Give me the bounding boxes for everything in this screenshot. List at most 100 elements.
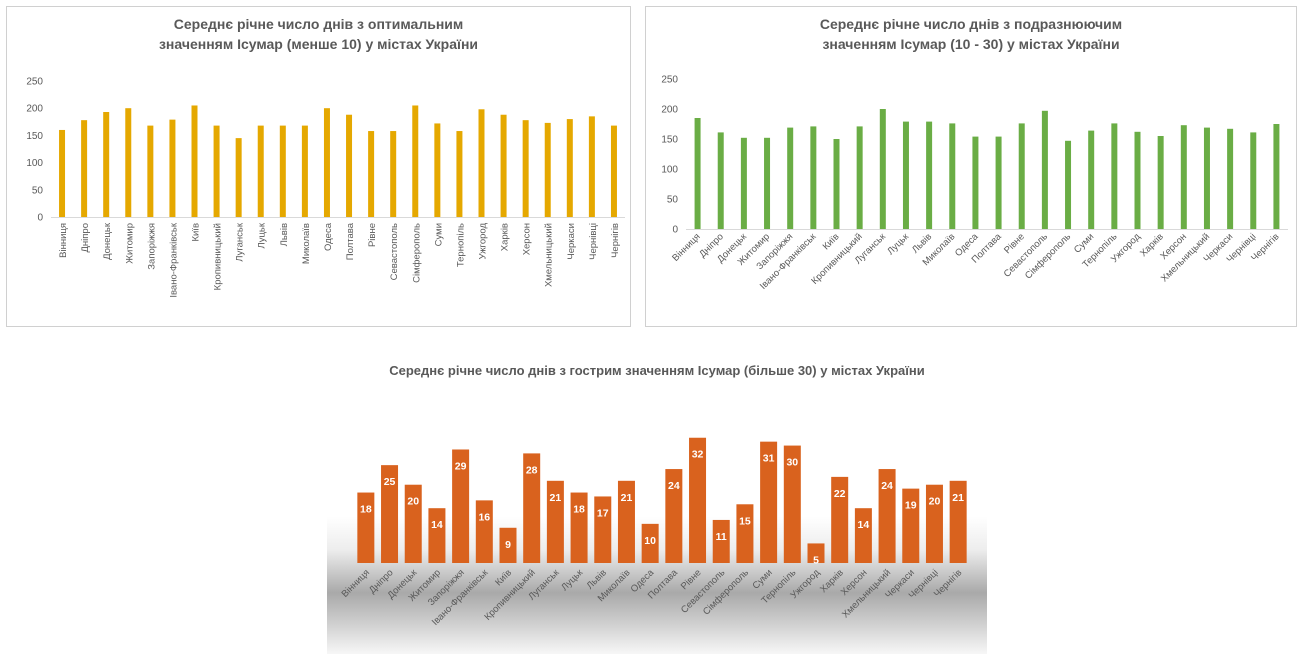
- bar-Миколаїв: [949, 123, 956, 229]
- bar-Луцьк: [257, 125, 264, 217]
- y-tick-label: 250: [661, 75, 678, 86]
- data-label: 18: [360, 504, 372, 516]
- x-category-label: Житомир: [124, 223, 135, 264]
- data-label: 29: [455, 460, 467, 472]
- bar-Донецьк: [740, 137, 747, 229]
- bar-Кропивницький: [523, 453, 541, 563]
- x-category-label: Луцьк: [885, 231, 912, 258]
- bar-Чернігів: [1273, 124, 1280, 229]
- bar-Запоріжжя: [452, 449, 470, 563]
- bar-Хмельницький: [878, 469, 896, 563]
- chart-irritating-plot: 050100150200250ВінницяДніпроДонецькЖитом…: [661, 75, 1288, 292]
- chart-acute: Середнє річне число днів з гострим значе…: [327, 348, 987, 654]
- bar-Київ: [833, 139, 840, 229]
- x-category-label: Черкаси: [566, 223, 577, 260]
- y-tick-label: 0: [37, 213, 43, 224]
- y-tick-label: 150: [661, 135, 678, 146]
- y-tick-label: 50: [667, 195, 679, 206]
- bar-Суми: [760, 441, 778, 563]
- bar-Полтава: [665, 469, 683, 563]
- bar-Івано-Франківськ: [475, 500, 493, 563]
- x-category-label: Луцьк: [559, 567, 586, 594]
- bar-Суми: [434, 123, 441, 217]
- bar-Вінниця: [694, 118, 701, 229]
- bar-Одеса: [323, 108, 330, 217]
- y-tick-label: 150: [26, 131, 43, 142]
- x-category-label: Полтава: [345, 222, 356, 260]
- y-tick-label: 200: [661, 105, 678, 116]
- chart-title: Середнє річне число днів з гострим значе…: [389, 363, 925, 378]
- bar-Хмельницький: [544, 122, 551, 217]
- x-category-label: Луцьк: [257, 222, 268, 248]
- bar-Чернівці: [925, 484, 943, 563]
- bar-Харків: [831, 476, 849, 563]
- chart-acute-plot: 18 25 20 14 29 16 9 28 21 18 17 21 10 24 32 11 15 31 30 5 22…: [340, 437, 967, 628]
- chart-irritating: Середнє річне число днів з подразнюючим …: [645, 6, 1297, 327]
- bar-Чернігів: [610, 125, 617, 217]
- bar-Сімферополь: [736, 504, 754, 563]
- bar-Луцьк: [902, 121, 909, 229]
- bar-Львів: [926, 121, 933, 229]
- bar-Житомир: [125, 108, 132, 217]
- bar-Запоріжжя: [787, 127, 794, 229]
- bar-Донецьк: [103, 112, 110, 217]
- x-category-label: Івано-Франківськ: [168, 222, 179, 297]
- bar-Херсон: [522, 120, 529, 217]
- x-category-label: Вінниця: [340, 567, 372, 599]
- bar-Дніпро: [81, 120, 88, 217]
- data-label: 31: [763, 453, 775, 465]
- bar-Кропивницький: [856, 126, 863, 229]
- chart-optimal-plot: 0 50 100 150 200 250 Вінниця Дніпро Донецьк Житом…: [26, 77, 625, 298]
- bar-Миколаїв: [301, 125, 308, 217]
- x-category-label: Одеса: [323, 222, 334, 251]
- data-label: 16: [478, 511, 490, 523]
- data-label: 11: [716, 531, 727, 543]
- bar-Дніпро: [717, 132, 724, 229]
- bar-Рівне: [689, 437, 707, 563]
- bar-Донецьк: [404, 484, 422, 563]
- x-category-label: Кропивницький: [213, 223, 224, 290]
- bar-Хмельницький: [1203, 127, 1210, 229]
- data-label: 20: [407, 496, 419, 508]
- y-tick-label: 200: [26, 104, 43, 115]
- bar-Ужгород: [478, 109, 485, 217]
- bar-Львів: [594, 496, 612, 563]
- data-label: 32: [692, 449, 704, 461]
- x-category-label: Миколаїв: [301, 223, 312, 264]
- chart-title: Середнє річне число днів з оптимальним з…: [158, 16, 479, 52]
- bar-Сімферополь: [412, 105, 419, 217]
- bar-Севастополь: [712, 519, 730, 563]
- y-tick-label: 50: [32, 185, 44, 196]
- x-category-label: Харків: [500, 223, 511, 251]
- data-label: 21: [952, 492, 964, 504]
- bar-Тернопіль: [783, 445, 801, 563]
- bar-Чернівці: [1250, 132, 1257, 229]
- y-tick-label: 250: [26, 77, 43, 88]
- bar-Севастополь: [390, 131, 397, 217]
- bar-Рівне: [1018, 123, 1025, 229]
- bar-Львів: [279, 125, 286, 217]
- bar-Луцьк: [570, 492, 588, 563]
- bar-Ужгород: [1134, 131, 1141, 229]
- bar-Житомир: [428, 508, 446, 563]
- x-category-label: Донецьк: [102, 222, 113, 260]
- bar-Луганськ: [879, 109, 886, 229]
- bar-Херсон: [1180, 125, 1187, 229]
- data-label: 5: [813, 554, 819, 566]
- bar-Харків: [500, 114, 507, 217]
- bar-Одеса: [641, 523, 659, 563]
- x-category-label: Суми: [433, 223, 444, 246]
- bar-Одеса: [972, 136, 979, 229]
- x-category-label: Ужгород: [478, 223, 489, 260]
- y-tick-label: 100: [26, 158, 43, 169]
- x-category-label: Вінниця: [670, 231, 702, 263]
- bar-Суми: [1088, 130, 1095, 229]
- chart-title: Середнє річне число днів з подразнюючим …: [819, 16, 1123, 52]
- bar-Чернігів: [949, 480, 967, 563]
- data-label: 14: [431, 519, 443, 531]
- bar-Полтава: [346, 114, 353, 217]
- bar-Дніпро: [381, 465, 399, 563]
- bar-Запоріжжя: [147, 125, 154, 217]
- x-category-label: Херсон: [522, 223, 533, 255]
- bar-Луганськ: [235, 138, 242, 217]
